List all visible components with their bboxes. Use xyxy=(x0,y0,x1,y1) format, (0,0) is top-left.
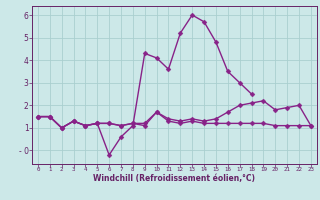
X-axis label: Windchill (Refroidissement éolien,°C): Windchill (Refroidissement éolien,°C) xyxy=(93,174,255,183)
